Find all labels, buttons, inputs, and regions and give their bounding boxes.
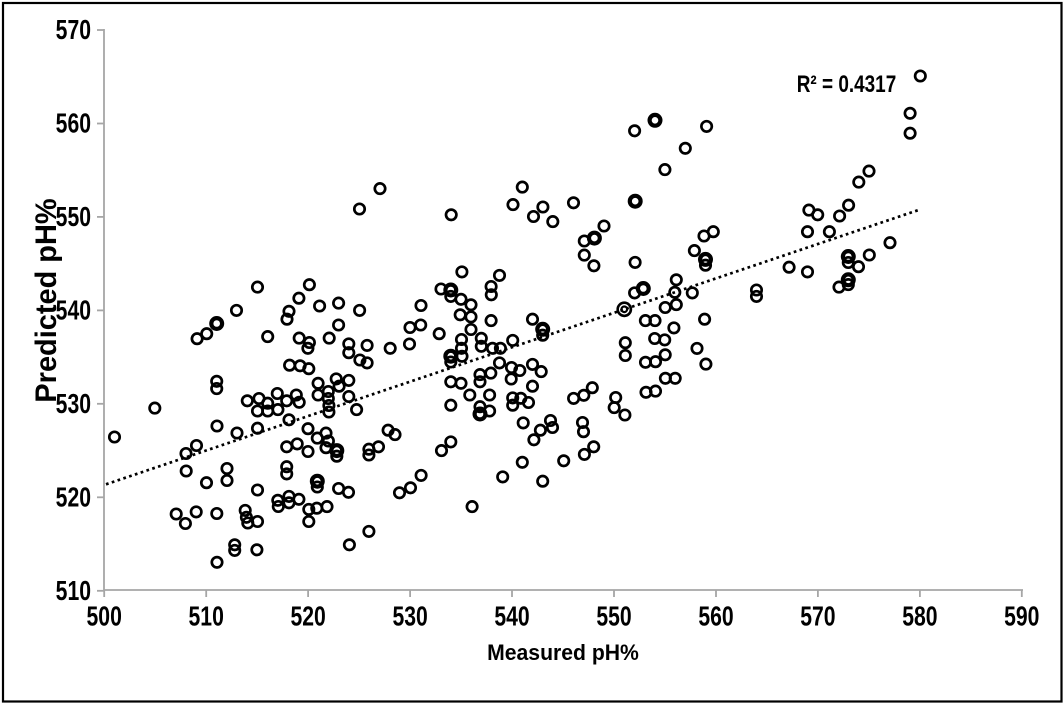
svg-text:510: 510: [189, 602, 224, 632]
svg-text:520: 520: [290, 602, 325, 632]
svg-text:540: 540: [56, 296, 91, 326]
svg-text:R² = 0.4317: R² = 0.4317: [797, 70, 897, 98]
svg-text:500: 500: [87, 602, 122, 632]
svg-text:530: 530: [392, 602, 427, 632]
svg-text:530: 530: [56, 389, 91, 419]
svg-text:570: 570: [56, 15, 91, 45]
svg-text:Measured pH%: Measured pH%: [487, 640, 639, 665]
svg-text:Predicted pH%: Predicted pH%: [30, 198, 64, 402]
svg-text:520: 520: [56, 483, 91, 513]
svg-text:550: 550: [596, 602, 631, 632]
svg-text:560: 560: [56, 109, 91, 139]
svg-text:550: 550: [56, 202, 91, 232]
svg-text:560: 560: [698, 602, 733, 632]
svg-text:580: 580: [902, 602, 937, 632]
svg-text:590: 590: [1004, 602, 1039, 632]
svg-text:570: 570: [800, 602, 835, 632]
svg-text:510: 510: [56, 576, 91, 606]
svg-text:540: 540: [494, 602, 529, 632]
